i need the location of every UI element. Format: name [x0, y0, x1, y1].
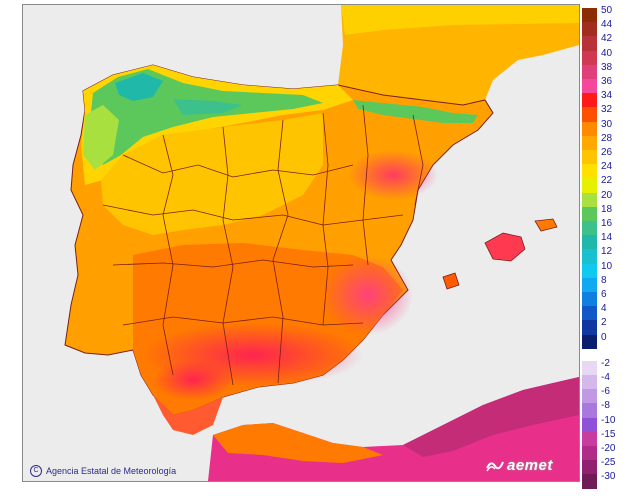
legend-label-positive-20: 6 [601, 289, 607, 300]
legend-swatch-negative-8 [582, 474, 597, 489]
legend-swatch-negative-1 [582, 375, 597, 390]
legend-swatch-positive-20 [582, 292, 597, 307]
legend-label-positive-4: 38 [601, 61, 613, 73]
legend-swatch-positive-2 [582, 36, 597, 51]
legend-label-positive-16: 14 [601, 232, 613, 244]
legend-swatch-positive-19 [582, 277, 597, 292]
legend-label-negative-2: -6 [601, 386, 610, 398]
legend-label-positive-15: 16 [601, 218, 613, 229]
copyright-icon: C [30, 465, 42, 477]
legend-label-negative-6: -20 [601, 443, 616, 454]
galicia-green [83, 105, 119, 170]
legend-swatch-negative-7 [582, 460, 597, 475]
legend-label-negative-0: -2 [601, 357, 610, 369]
legend-label-positive-19: 8 [601, 274, 607, 286]
legend-swatch-negative-6 [582, 446, 597, 461]
cantabrian-peaks-east [173, 99, 243, 115]
legend-label-positive-6: 34 [601, 90, 613, 102]
legend-swatch-negative-3 [582, 403, 597, 418]
aemet-logo: aemet [486, 456, 553, 474]
legend-label-positive-7: 32 [601, 104, 613, 116]
legend-label-positive-21: 4 [601, 303, 607, 315]
cantabrian-peaks [115, 73, 163, 101]
province-borders [102, 104, 424, 386]
central-plateau [101, 113, 323, 235]
legend-label-positive-18: 10 [601, 260, 613, 272]
legend-label-negative-3: -8 [601, 400, 610, 412]
legend-swatch-positive-21 [582, 306, 597, 321]
legend-label-negative-5: -15 [601, 428, 616, 440]
legend-label-positive-10: 26 [601, 147, 613, 158]
legend-label-positive-3: 40 [601, 47, 613, 59]
hotspot-ebro [348, 150, 438, 200]
legend-swatch-negative-5 [582, 431, 597, 446]
pyrenees [353, 100, 478, 123]
legend-label-positive-0: 50 [601, 5, 613, 16]
hotspot-murcia [323, 255, 413, 335]
legend-swatch-positive-4 [582, 64, 597, 79]
legend-swatch-positive-17 [582, 249, 597, 264]
legend-label-positive-8: 30 [601, 118, 613, 130]
legend-label-positive-13: 20 [601, 189, 613, 201]
attribution: C Agencia Estatal de Meteorología [30, 464, 176, 478]
legend-label-positive-2: 42 [601, 33, 613, 45]
temperature-legend: 50 44 42 40 38 36 34 32 30 28 26 24 22 20 18 16 14 12 10 8 6… [582, 5, 628, 489]
legend-label-positive-22: 2 [601, 317, 607, 329]
temperature-map [22, 4, 580, 482]
legend-swatch-positive-13 [582, 192, 597, 207]
legend-label-positive-11: 24 [601, 161, 613, 173]
hotspot-sevilla [153, 360, 233, 400]
attribution-text: Agencia Estatal de Meteorología [46, 466, 177, 476]
legend-swatch-positive-0 [582, 8, 597, 23]
mallorca [484, 232, 526, 262]
legend-label-positive-23: 0 [601, 331, 607, 343]
legend-label-negative-8: -30 [601, 471, 616, 483]
legend-label-positive-17: 12 [601, 246, 613, 258]
legend-swatch-negative-2 [582, 389, 597, 404]
legend-swatch-positive-8 [582, 121, 597, 136]
legend-label-positive-9: 28 [601, 132, 613, 144]
north-africa-inland [403, 377, 579, 457]
legend-swatch-positive-12 [582, 178, 597, 193]
legend-label-negative-4: -10 [601, 414, 616, 426]
legend-swatch-positive-18 [582, 263, 597, 278]
legend-label-positive-12: 22 [601, 175, 613, 187]
legend-label-negative-7: -25 [601, 457, 616, 469]
map-canvas [23, 5, 579, 481]
legend-swatch-positive-6 [582, 93, 597, 108]
france-landmass [338, 5, 579, 105]
aemet-logo-icon [486, 461, 504, 472]
legend-swatch-positive-7 [582, 107, 597, 122]
legend-swatch-positive-9 [582, 135, 597, 150]
legend-swatch-positive-10 [582, 150, 597, 165]
menorca [534, 218, 558, 232]
legend-swatch-positive-16 [582, 235, 597, 250]
legend-swatch-positive-14 [582, 206, 597, 221]
legend-swatch-positive-22 [582, 320, 597, 335]
legend-swatch-positive-23 [582, 334, 597, 349]
legend-label-negative-1: -4 [601, 372, 610, 383]
legend-swatch-positive-11 [582, 164, 597, 179]
legend-label-positive-1: 44 [601, 19, 613, 31]
legend-swatch-positive-5 [582, 79, 597, 94]
legend-swatch-positive-15 [582, 221, 597, 236]
legend-swatch-positive-1 [582, 22, 597, 37]
france-north-strip [341, 5, 579, 35]
legend-swatch-positive-3 [582, 50, 597, 65]
legend-label-positive-14: 18 [601, 203, 613, 215]
legend-label-positive-5: 36 [601, 76, 613, 87]
ibiza [442, 272, 460, 290]
logo-text: aemet [507, 456, 553, 474]
legend-swatch-negative-0 [582, 360, 597, 375]
legend-swatch-negative-4 [582, 417, 597, 432]
southern-coast [153, 395, 223, 435]
north-africa-coast [213, 423, 383, 463]
